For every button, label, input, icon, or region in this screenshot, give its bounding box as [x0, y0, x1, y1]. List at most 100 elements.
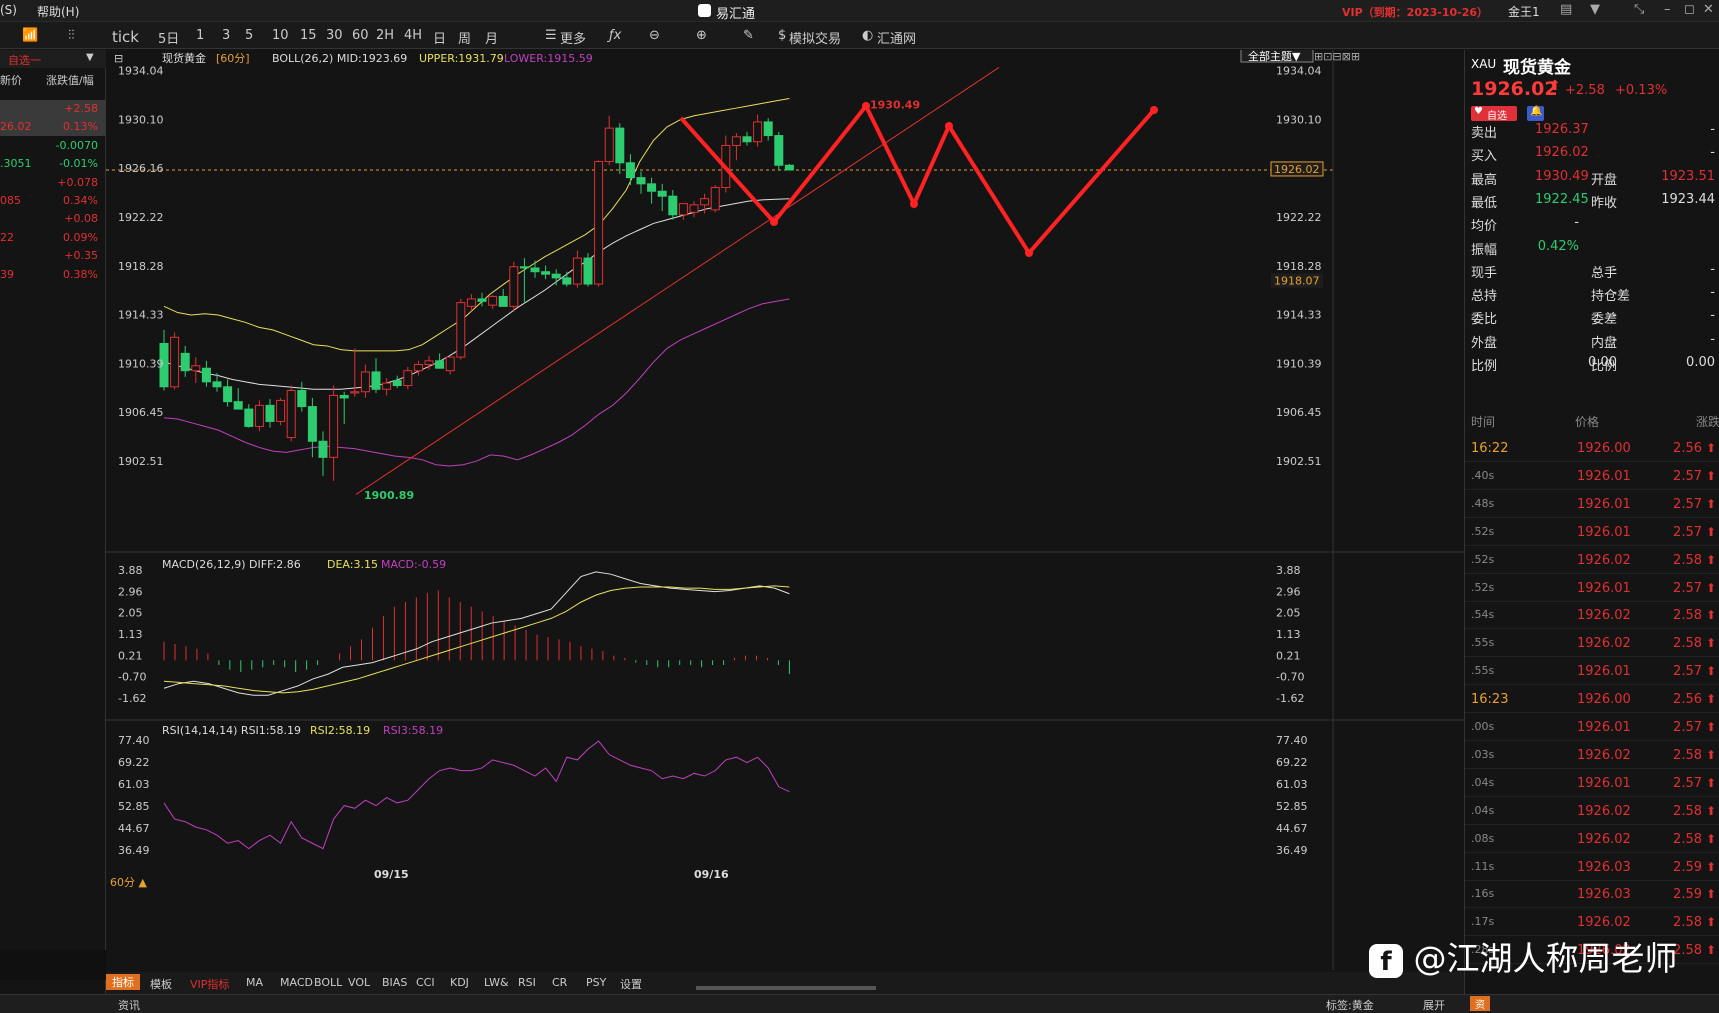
huitong-button[interactable]: 汇通网 [877, 32, 917, 47]
user-name[interactable]: 金王1 [1508, 5, 1540, 19]
quote-label: 最高 [1471, 172, 1498, 188]
watchlist-row[interactable]: .3051 -0.01% [0, 155, 106, 173]
indicator-tab[interactable]: CCI [416, 976, 435, 989]
watchlist-row[interactable]: 26.02 0.13% [0, 118, 106, 137]
more-button[interactable]: 更多 [560, 32, 587, 47]
watchlist-row[interactable]: 22 0.09% [0, 229, 106, 247]
period-button[interactable]: 日 [433, 32, 447, 47]
period-button[interactable]: 5日 [158, 32, 180, 47]
period-button[interactable]: 2H [376, 28, 395, 43]
period-tick[interactable]: tick [112, 28, 139, 46]
arrow-head [1150, 106, 1158, 114]
zoom-out-icon[interactable]: ⊖ [649, 28, 660, 43]
watchlist-panel: 自选一 ▼ 新价 涨跌值/幅 +2.58 26.02 0.13% -0.0070 .30… [0, 50, 106, 1013]
watchlist-row[interactable]: +2.58 [0, 100, 106, 118]
quote-value-2: - [1710, 331, 1715, 347]
period-button[interactable]: 60 [352, 28, 369, 43]
watchlist-row[interactable]: +0.08 [0, 210, 106, 228]
indicator-tab[interactable]: KDJ [450, 976, 469, 989]
watchlist-row[interactable]: +0.078 [0, 174, 106, 192]
shirt-icon[interactable]: ▼ [1590, 2, 1600, 17]
indicator-tab[interactable]: 指标 [106, 974, 140, 990]
layout-icons[interactable]: ⊞⊡⊟⊠⊞ [1314, 50, 1360, 63]
macd-tick-right: 2.96 [1276, 585, 1301, 598]
theme-button[interactable]: 全部主题▼ [1248, 49, 1301, 63]
close-icon[interactable]: ✕ [1703, 2, 1714, 17]
zoom-in-icon[interactable]: ⊕ [696, 28, 707, 43]
chart-symbol: 现货黄金 [162, 51, 206, 65]
tick-change: 2.57 [1673, 496, 1702, 512]
indicator-tab[interactable]: BIAS [382, 976, 408, 989]
menu-help[interactable]: 帮助(H) [37, 5, 80, 19]
arrow-up-icon: ⬆ [1705, 775, 1716, 790]
note-icon[interactable]: ▤ [1560, 2, 1573, 17]
candle-icon[interactable]: ⫶⫶ [68, 28, 75, 43]
candle-body [413, 364, 423, 372]
candle-body [498, 295, 508, 307]
scrollbar[interactable] [696, 986, 876, 990]
indicator-tab-bar: 指标 模板 VIP指标 MA MACD BOLL VOL BIAS CCI KDJ LW& RSI CR… [106, 972, 1464, 994]
maximize-icon[interactable]: ◻ [1684, 2, 1695, 17]
line-chart-icon[interactable]: 📶 [22, 28, 39, 43]
status-expand[interactable]: 展开 [1423, 999, 1445, 1012]
indicator-tab[interactable]: MA [246, 976, 264, 989]
quote-value: - [1574, 215, 1579, 231]
period-button[interactable]: 3 [222, 28, 231, 43]
collapse-icon[interactable]: ⊟ [114, 52, 123, 65]
tick-row: .04s 1926.02 2.58 ⬆ [1465, 797, 1719, 825]
indicator-tab[interactable]: RSI [518, 976, 536, 989]
watchlist-row[interactable]: 39 0.38% [0, 266, 106, 284]
watermark-text: @江湖人称周老师 [1413, 939, 1678, 978]
watchlist-row[interactable]: 085 0.34% [0, 192, 106, 210]
watchlist-row[interactable]: -0.0070 [0, 137, 106, 155]
watchlist-group[interactable]: 自选一 [8, 54, 41, 67]
chart-canvas[interactable]: 1930.49 1900.89 1934.04 1934.04 1930.10 1930… [98, 47, 1464, 1000]
indicator-tab[interactable]: 模板 [150, 978, 172, 991]
period-indicator[interactable]: 60分 ▲ [110, 876, 147, 889]
more-icon[interactable]: ☰ [545, 28, 557, 43]
indicator-tab[interactable]: BOLL [314, 976, 343, 989]
indicator-tab[interactable]: CR [552, 976, 568, 989]
quote-value: 1926.37 [1535, 122, 1589, 137]
period-button[interactable]: 4H [404, 28, 423, 43]
price-tick-right: 1918.28 [1276, 260, 1322, 273]
minimize-icon[interactable]: – [1664, 2, 1671, 17]
pen-icon[interactable]: ✎ [743, 28, 754, 43]
indicator-tab[interactable]: VIP指标 [190, 978, 230, 991]
favorite-button[interactable]: ♥ 自选 [1471, 106, 1517, 122]
period-button[interactable]: 10 [272, 28, 289, 43]
tick-col-price: 价格 [1575, 415, 1600, 429]
watchlist-row[interactable]: +0.35 [0, 247, 106, 265]
period-button[interactable]: 1 [196, 28, 205, 43]
menu-system[interactable]: (S) [0, 3, 17, 17]
candle-body [647, 183, 657, 192]
indicator-tab[interactable]: VOL [348, 976, 371, 989]
shrink-icon[interactable]: ⤡ [1634, 2, 1645, 17]
period-button[interactable]: 5 [245, 28, 254, 43]
candle-body [742, 136, 752, 143]
watchlist-header: 自选一 ▼ [0, 50, 106, 68]
status-news[interactable]: 资讯 [118, 999, 140, 1012]
chart-area[interactable]: 1930.49 1900.89 1934.04 1934.04 1930.10 1930… [98, 47, 1464, 1000]
period-button[interactable]: 15 [300, 28, 317, 43]
period-button[interactable]: 周 [458, 32, 472, 47]
arrow-up-icon: ⬆ [1705, 943, 1716, 958]
tick-row: .28s 1926.02 2.58 ⬆ [1465, 936, 1719, 965]
indicator-tab[interactable]: LW& [484, 976, 509, 989]
candle-body [668, 195, 678, 216]
period-button[interactable]: 30 [326, 28, 343, 43]
indicator-tab[interactable]: 设置 [620, 978, 642, 991]
formula-icon[interactable]: ƒx [609, 28, 622, 43]
sim-trade-button[interactable]: 模拟交易 [789, 32, 842, 47]
candle-body [562, 277, 572, 285]
indicator-tab[interactable]: MACD [280, 976, 313, 989]
period-button[interactable]: 月 [485, 32, 499, 47]
status-badge[interactable]: 资 [1470, 996, 1490, 1011]
price-tick-right: 1934.04 [1276, 65, 1322, 78]
indicator-tab[interactable]: PSY [586, 976, 607, 989]
status-bar: 资讯 标签:黄金 展开 资 [0, 986, 1719, 1013]
bell-icon[interactable]: 🔔 [1527, 106, 1544, 121]
watchlist-change: 0.34% [63, 194, 98, 207]
tick-row: .55s 1926.01 2.57 ⬆ [1465, 657, 1719, 686]
chevron-down-icon[interactable]: ▼ [86, 52, 94, 63]
